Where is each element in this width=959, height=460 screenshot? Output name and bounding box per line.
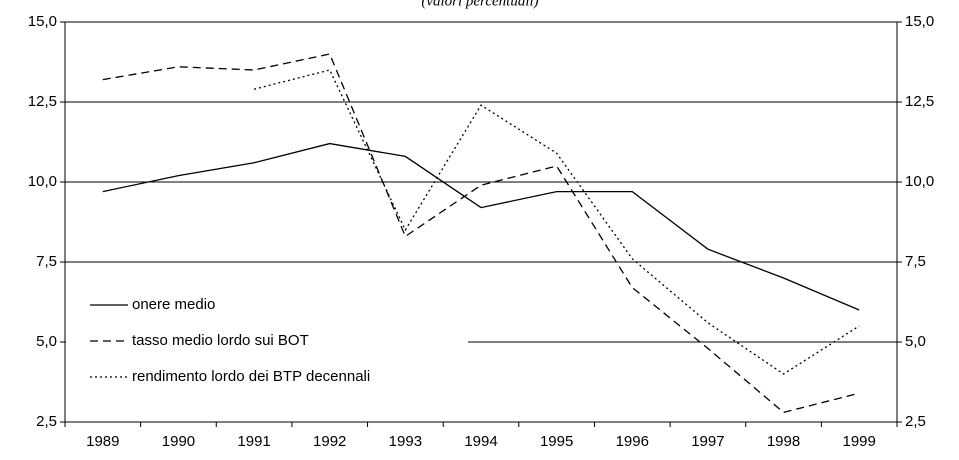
y2-tick-label: 2,5 [905,413,926,430]
y2-tick-label: 10,0 [905,173,934,190]
y2-tick-label: 7,5 [905,253,926,270]
chart-title: (valori percentuali) [421,0,538,9]
x-tick-label: 1990 [162,433,195,450]
x-tick-label: 1991 [237,433,270,450]
legend-box [66,288,468,396]
series-line [102,142,860,311]
x-tick-label: 1993 [389,433,422,450]
x-tick-label: 1995 [540,433,573,450]
y-tick-label: 10,0 [28,173,57,190]
legend: onere medio tasso medio lordo sui BOT rend… [66,288,468,396]
x-tick-label: 1989 [86,433,119,450]
y-tick-label: 7,5 [36,253,57,270]
y-tick-label: 15,0 [28,13,57,30]
y2-tick-label: 5,0 [905,333,926,350]
legend-label: rendimento lordo dei BTP decennali [132,368,370,385]
x-tick-label: 1998 [767,433,800,450]
y2-tick-label: 12,5 [905,93,934,110]
y2-tick-label: 15,0 [905,13,934,30]
x-tick-label: 1997 [691,433,724,450]
plot-frame [64,21,898,423]
y-tick-label: 2,5 [36,413,57,430]
y-tick-label: 5,0 [36,333,57,350]
x-tick-label: 1996 [616,433,649,450]
legend-label: tasso medio lordo sui BOT [132,332,309,349]
x-tick-label: 1994 [464,433,497,450]
legend-label: onere medio [132,296,215,313]
y-tick-label: 12,5 [28,93,57,110]
series-line [253,69,860,375]
x-tick-label: 1992 [313,433,346,450]
x-tick-label: 1999 [842,433,875,450]
